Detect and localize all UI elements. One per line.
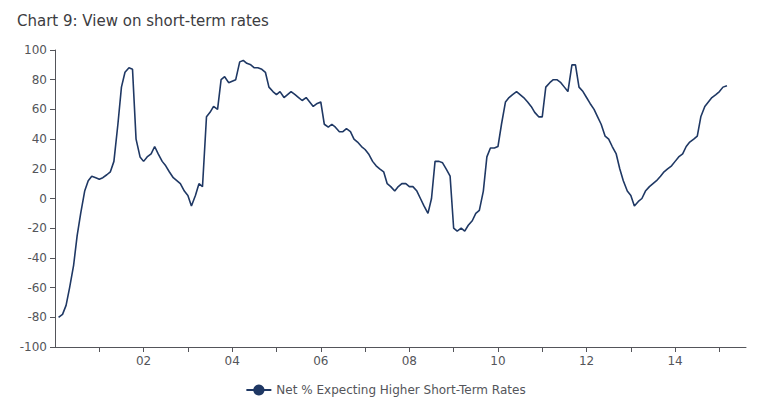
svg-text:12: 12 — [579, 354, 594, 368]
svg-text:-40: -40 — [27, 251, 47, 265]
svg-text:0: 0 — [39, 192, 47, 206]
svg-text:10: 10 — [490, 354, 505, 368]
svg-text:20: 20 — [32, 162, 47, 176]
svg-text:-100: -100 — [20, 340, 47, 354]
svg-text:Chart 9: View on short-term ra: Chart 9: View on short-term rates — [17, 12, 269, 30]
svg-text:04: 04 — [225, 354, 240, 368]
svg-text:60: 60 — [32, 102, 47, 116]
svg-text:-80: -80 — [27, 310, 47, 324]
svg-text:Net % Expecting Higher Short-T: Net % Expecting Higher Short-Term Rates — [276, 383, 525, 397]
svg-text:-20: -20 — [27, 221, 47, 235]
svg-text:08: 08 — [402, 354, 417, 368]
svg-text:02: 02 — [136, 354, 151, 368]
svg-text:06: 06 — [313, 354, 328, 368]
svg-text:40: 40 — [32, 132, 47, 146]
svg-text:100: 100 — [24, 43, 47, 57]
svg-text:14: 14 — [667, 354, 682, 368]
svg-text:80: 80 — [32, 73, 47, 87]
svg-text:-60: -60 — [27, 281, 47, 295]
